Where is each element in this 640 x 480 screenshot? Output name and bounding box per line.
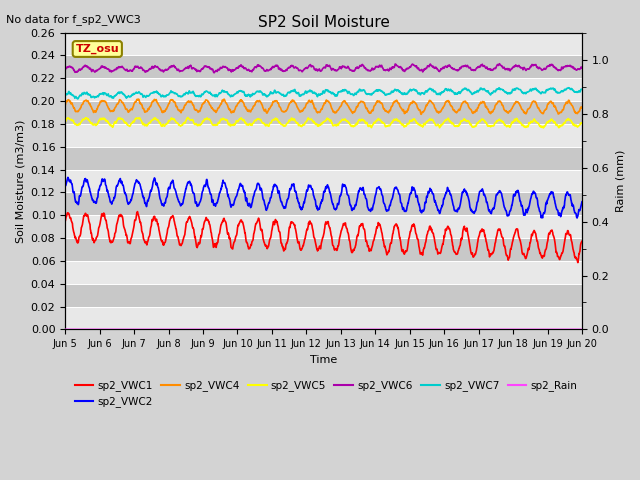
sp2_VWC4 xyxy=(292,100,300,106)
Line: sp2_VWC6: sp2_VWC6 xyxy=(65,64,582,73)
Line: sp2_VWC2: sp2_VWC2 xyxy=(65,177,582,218)
Bar xyxy=(65,238,582,261)
sp2_VWC2 xyxy=(281,204,289,210)
Bar xyxy=(65,169,582,192)
sp2_VWC1 xyxy=(122,232,130,238)
sp2_Rain xyxy=(122,326,130,332)
sp2_VWC1 xyxy=(134,209,141,215)
sp2_Rain xyxy=(61,326,69,332)
sp2_VWC1 xyxy=(574,260,582,265)
Bar xyxy=(65,284,582,307)
sp2_VWC6 xyxy=(578,65,586,71)
sp2_VWC6 xyxy=(211,70,218,76)
sp2_Rain xyxy=(301,326,308,332)
sp2_VWC5 xyxy=(122,120,130,126)
sp2_VWC7 xyxy=(102,91,109,96)
sp2_VWC2 xyxy=(61,183,69,189)
sp2_VWC4 xyxy=(122,107,130,112)
sp2_VWC6 xyxy=(301,66,308,72)
sp2_VWC2 xyxy=(301,197,308,203)
sp2_VWC7 xyxy=(74,96,81,102)
Bar xyxy=(65,307,582,329)
Bar xyxy=(65,33,582,55)
sp2_VWC5 xyxy=(101,117,109,123)
sp2_VWC5 xyxy=(184,115,192,120)
sp2_VWC7 xyxy=(356,86,364,92)
sp2_VWC2 xyxy=(578,199,586,204)
Text: No data for f_sp2_VWC3: No data for f_sp2_VWC3 xyxy=(6,14,141,25)
sp2_VWC1 xyxy=(292,226,300,231)
sp2_VWC5 xyxy=(356,117,364,122)
sp2_VWC5 xyxy=(578,120,586,126)
Bar xyxy=(65,216,582,238)
sp2_VWC4 xyxy=(135,96,143,102)
Line: sp2_VWC1: sp2_VWC1 xyxy=(65,212,582,263)
Y-axis label: Raim (mm): Raim (mm) xyxy=(615,150,625,212)
sp2_VWC7 xyxy=(292,89,300,95)
sp2_VWC7 xyxy=(281,93,289,99)
sp2_VWC2 xyxy=(64,174,72,180)
sp2_VWC2 xyxy=(123,195,131,201)
Bar xyxy=(65,55,582,78)
Line: sp2_VWC5: sp2_VWC5 xyxy=(65,118,582,128)
sp2_VWC6 xyxy=(101,65,109,71)
Line: sp2_VWC7: sp2_VWC7 xyxy=(65,88,582,99)
Bar xyxy=(65,124,582,147)
sp2_VWC4 xyxy=(301,105,308,111)
Bar xyxy=(65,101,582,124)
sp2_VWC7 xyxy=(564,85,572,91)
sp2_VWC5 xyxy=(292,119,300,124)
Line: sp2_VWC4: sp2_VWC4 xyxy=(65,99,582,114)
sp2_VWC2 xyxy=(356,187,364,192)
sp2_VWC4 xyxy=(61,103,69,108)
Y-axis label: Soil Moisture (m3/m3): Soil Moisture (m3/m3) xyxy=(15,120,25,243)
sp2_VWC1 xyxy=(578,239,586,244)
Bar xyxy=(65,147,582,169)
sp2_VWC2 xyxy=(102,182,109,188)
sp2_VWC5 xyxy=(281,122,289,128)
sp2_Rain xyxy=(101,326,109,332)
Text: TZ_osu: TZ_osu xyxy=(76,44,119,54)
sp2_VWC5 xyxy=(301,121,308,127)
sp2_VWC7 xyxy=(301,90,308,96)
sp2_VWC2 xyxy=(292,189,300,194)
Bar xyxy=(65,192,582,216)
sp2_VWC4 xyxy=(281,109,289,115)
Bar xyxy=(65,78,582,101)
sp2_Rain xyxy=(355,326,363,332)
sp2_VWC6 xyxy=(281,68,289,74)
sp2_Rain xyxy=(578,326,586,332)
sp2_VWC4 xyxy=(356,100,364,106)
sp2_VWC6 xyxy=(292,64,300,70)
sp2_VWC6 xyxy=(122,67,130,73)
Title: SP2 Soil Moisture: SP2 Soil Moisture xyxy=(258,15,390,30)
sp2_VWC7 xyxy=(61,90,69,96)
sp2_Rain xyxy=(280,326,288,332)
sp2_VWC1 xyxy=(301,236,308,242)
sp2_VWC2 xyxy=(573,215,581,221)
sp2_VWC1 xyxy=(101,216,109,222)
Bar xyxy=(65,261,582,284)
X-axis label: Time: Time xyxy=(310,355,337,365)
sp2_VWC6 xyxy=(356,63,364,69)
sp2_VWC1 xyxy=(356,223,364,229)
sp2_VWC5 xyxy=(61,119,69,125)
sp2_VWC5 xyxy=(540,125,547,131)
Legend: sp2_VWC1, sp2_VWC2, sp2_VWC4, sp2_VWC5, sp2_VWC6, sp2_VWC7, sp2_Rain: sp2_VWC1, sp2_VWC2, sp2_VWC4, sp2_VWC5, … xyxy=(70,376,582,412)
sp2_VWC4 xyxy=(417,111,425,117)
sp2_VWC6 xyxy=(496,61,504,67)
sp2_VWC4 xyxy=(578,105,586,110)
sp2_VWC6 xyxy=(61,67,69,72)
sp2_VWC1 xyxy=(281,246,289,252)
sp2_VWC7 xyxy=(578,86,586,92)
sp2_VWC1 xyxy=(61,218,69,224)
sp2_VWC7 xyxy=(123,96,131,101)
sp2_VWC4 xyxy=(101,99,109,105)
sp2_Rain xyxy=(291,326,299,332)
